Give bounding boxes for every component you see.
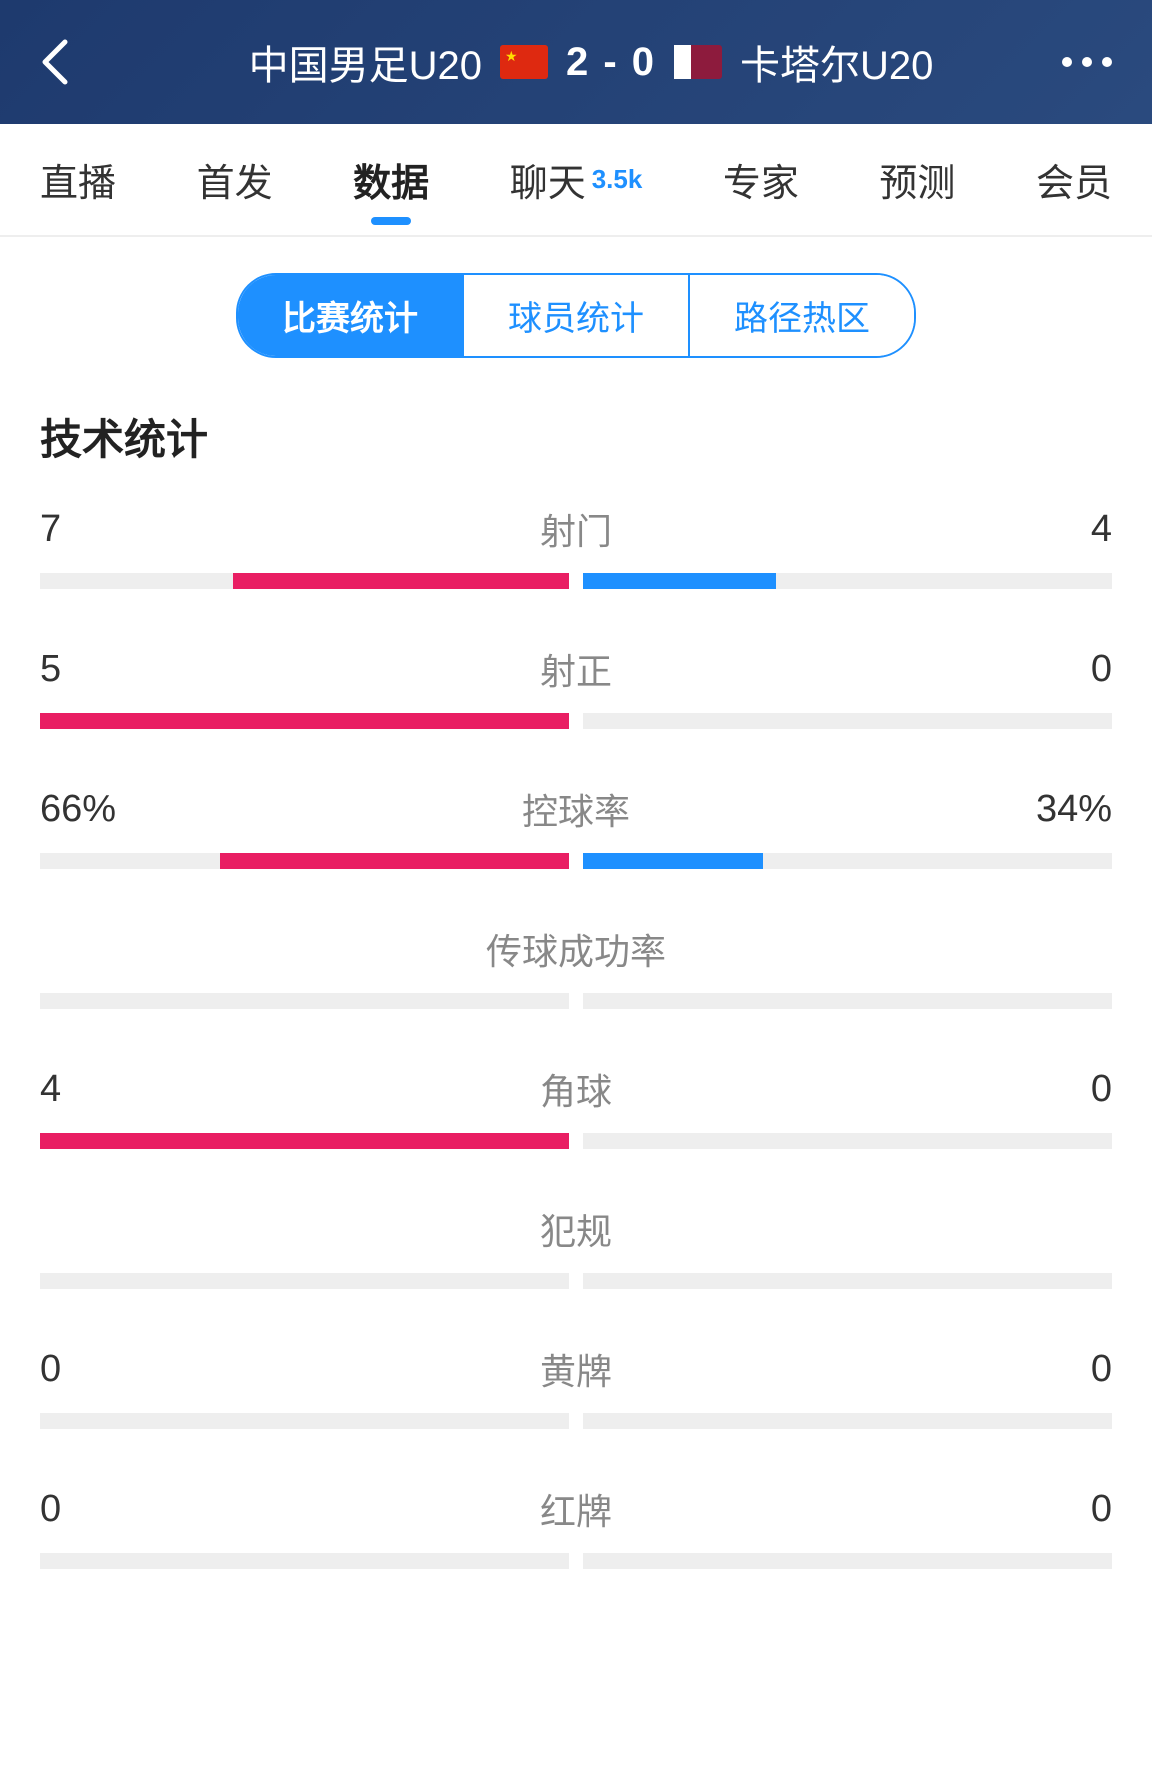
bar-track-left	[40, 1413, 569, 1429]
bar-track-left	[40, 573, 569, 589]
stat-value-right: 4	[1032, 508, 1112, 551]
flag-china-icon	[500, 45, 548, 79]
stat-row: 4角球0	[40, 1063, 1112, 1149]
stat-value-right: 34%	[1032, 788, 1112, 831]
sub-tab-1[interactable]: 球员统计	[464, 275, 690, 356]
tab-0[interactable]: 直播	[40, 152, 116, 207]
sub-tab-0[interactable]: 比赛统计	[238, 275, 464, 356]
stat-row: 5射正0	[40, 643, 1112, 729]
tab-label: 聊天	[510, 152, 586, 207]
section-title: 技术统计	[0, 394, 1152, 503]
flag-qatar-icon	[674, 45, 722, 79]
bar-fill-right	[583, 853, 763, 869]
stat-value-left: 0	[40, 1488, 120, 1531]
stat-value-left: 5	[40, 648, 120, 691]
bar-track-right	[583, 853, 1112, 869]
bar-track-left	[40, 993, 569, 1009]
tab-label: 首发	[197, 152, 273, 207]
tab-3[interactable]: 聊天3.5k	[510, 152, 643, 207]
stat-value-left: 0	[40, 1348, 120, 1391]
match-header: 中国男足U20 2 - 0 卡塔尔U20	[0, 0, 1152, 124]
tab-1[interactable]: 首发	[197, 152, 273, 207]
stat-row: 犯规	[40, 1203, 1112, 1289]
sub-tabs: 比赛统计球员统计路径热区	[0, 237, 1152, 394]
stat-row: 传球成功率	[40, 923, 1112, 1009]
more-icon[interactable]	[1062, 57, 1112, 67]
stat-name: 控球率	[120, 783, 1032, 835]
tab-4[interactable]: 专家	[723, 152, 799, 207]
tab-label: 直播	[40, 152, 116, 207]
stat-value-right: 0	[1032, 1348, 1112, 1391]
stat-value-right: 0	[1032, 648, 1112, 691]
bar-fill-left	[233, 573, 569, 589]
team-right-name: 卡塔尔U20	[740, 33, 933, 91]
tab-label: 会员	[1036, 152, 1112, 207]
bar-track-right	[583, 1413, 1112, 1429]
stat-value-right: 0	[1032, 1068, 1112, 1111]
bar-fill-right	[583, 573, 776, 589]
bar-track-right	[583, 713, 1112, 729]
team-left-name: 中国男足U20	[249, 33, 482, 91]
bar-track-right	[583, 993, 1112, 1009]
bar-track-right	[583, 1273, 1112, 1289]
back-icon[interactable]	[40, 37, 70, 87]
stat-name: 射正	[120, 643, 1032, 695]
stat-row: 0红牌0	[40, 1483, 1112, 1569]
bar-fill-left	[220, 853, 569, 869]
bar-track-left	[40, 1273, 569, 1289]
stat-name: 传球成功率	[120, 923, 1032, 975]
stats-list: 7射门45射正066%控球率34%传球成功率4角球0犯规0黄牌00红牌0	[0, 503, 1152, 1569]
bar-track-right	[583, 1133, 1112, 1149]
bar-fill-left	[40, 713, 569, 729]
match-score: 2 - 0	[566, 40, 656, 85]
tab-label: 预测	[879, 152, 955, 207]
bar-fill-left	[40, 1133, 569, 1149]
stat-name: 黄牌	[120, 1343, 1032, 1395]
stat-row: 7射门4	[40, 503, 1112, 589]
bar-track-left	[40, 1553, 569, 1569]
tab-label: 数据	[353, 152, 429, 207]
stat-row: 0黄牌0	[40, 1343, 1112, 1429]
bar-track-right	[583, 1553, 1112, 1569]
tab-6[interactable]: 会员	[1036, 152, 1112, 207]
stat-row: 66%控球率34%	[40, 783, 1112, 869]
stat-name: 射门	[120, 503, 1032, 555]
stat-value-left: 4	[40, 1068, 120, 1111]
bar-track-right	[583, 573, 1112, 589]
sub-tab-2[interactable]: 路径热区	[690, 275, 914, 356]
stat-value-right: 0	[1032, 1488, 1112, 1531]
main-tabs: 直播 首发 数据 聊天3.5k 专家 预测 会员	[0, 124, 1152, 237]
stat-name: 犯规	[120, 1203, 1032, 1255]
match-title: 中国男足U20 2 - 0 卡塔尔U20	[70, 33, 1112, 91]
tab-badge: 3.5k	[592, 164, 643, 195]
tab-2[interactable]: 数据	[353, 152, 429, 207]
stat-name: 角球	[120, 1063, 1032, 1115]
stat-name: 红牌	[120, 1483, 1032, 1535]
bar-track-left	[40, 713, 569, 729]
bar-track-left	[40, 1133, 569, 1149]
stat-value-left: 7	[40, 508, 120, 551]
bar-track-left	[40, 853, 569, 869]
tab-5[interactable]: 预测	[879, 152, 955, 207]
tab-label: 专家	[723, 152, 799, 207]
stat-value-left: 66%	[40, 788, 120, 831]
